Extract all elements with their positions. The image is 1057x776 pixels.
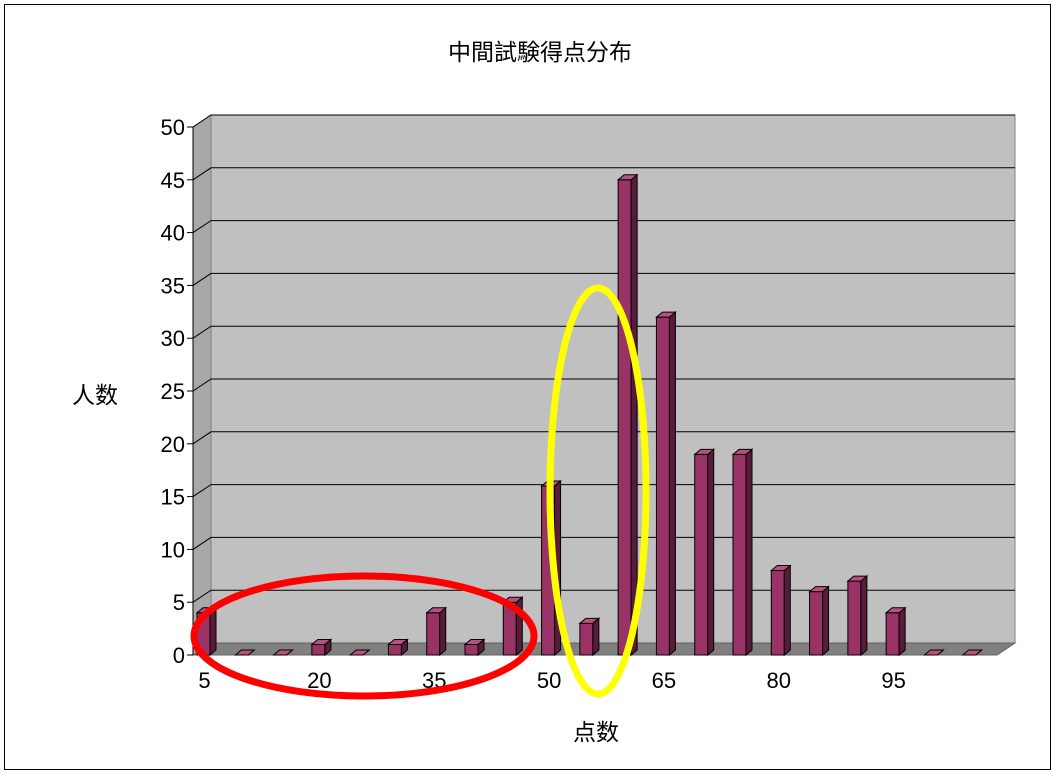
bar	[884, 606, 907, 657]
bar	[846, 575, 869, 657]
x-tick-label: 20	[307, 668, 331, 693]
bar	[310, 638, 333, 657]
gridline	[192, 167, 1015, 181]
bar-side	[707, 448, 715, 657]
bar-side	[439, 606, 447, 657]
bar-top	[578, 617, 601, 624]
bar-top	[348, 649, 371, 656]
y-tick-label: 10	[161, 537, 185, 562]
bar-top	[923, 649, 945, 656]
bar-side	[783, 564, 791, 657]
x-tick-label: 50	[537, 668, 561, 693]
x-tick-label: 95	[881, 668, 905, 693]
bar-front	[694, 453, 709, 656]
bar-front	[655, 316, 670, 656]
bar-top	[731, 448, 754, 455]
red-highlight-ellipse	[190, 572, 538, 700]
bar-side	[209, 606, 217, 657]
gridline	[192, 114, 1015, 128]
x-tick-label: 65	[652, 668, 676, 693]
y-axis-label: 人数	[72, 382, 118, 408]
y-tick-label: 50	[161, 115, 185, 140]
bar-front	[847, 580, 862, 656]
bar-side	[898, 606, 906, 657]
bar	[693, 448, 716, 657]
bar	[808, 585, 830, 657]
bar-top	[846, 575, 869, 582]
bar-top	[272, 649, 294, 656]
bar-top	[961, 649, 984, 656]
bar-side	[592, 617, 600, 657]
gridline	[192, 431, 1015, 445]
bar	[425, 606, 448, 657]
bar-top	[616, 174, 639, 181]
bar	[387, 638, 409, 657]
bar-front	[579, 622, 594, 656]
bar-side	[745, 448, 753, 657]
y-tick-label: 20	[161, 432, 185, 457]
x-tick-label: 5	[198, 668, 210, 693]
bar	[655, 311, 677, 657]
y-tick-label: 40	[161, 221, 185, 246]
bar-top	[693, 448, 716, 455]
gridlines	[192, 114, 1015, 603]
bar-side	[860, 575, 868, 657]
bar-top	[233, 649, 256, 656]
bar-front	[426, 612, 441, 656]
bar	[578, 617, 601, 657]
y-tick-label: 25	[161, 379, 185, 404]
annotations	[190, 284, 650, 700]
bar	[463, 638, 486, 657]
gridline	[192, 325, 1015, 339]
y-tick-labels: 0 5 10 15 20 25 30 35 40 45 50	[161, 115, 194, 668]
yellow-highlight-ellipse	[546, 284, 650, 698]
bar-top	[387, 638, 409, 645]
y-tick-label: 45	[161, 168, 185, 193]
bar-top	[310, 638, 333, 645]
gridline	[192, 272, 1015, 286]
bar-top	[769, 565, 792, 572]
y-tick-label: 35	[161, 273, 185, 298]
bar-side	[630, 173, 638, 657]
bar	[348, 649, 371, 656]
bar	[616, 173, 639, 657]
plot-walls	[191, 114, 1017, 656]
bar	[272, 649, 294, 656]
bar-front	[885, 612, 900, 656]
gridline	[192, 378, 1015, 392]
gridline	[192, 220, 1015, 234]
bar-front	[387, 643, 402, 656]
bar-side	[668, 311, 676, 657]
y-tick-label: 15	[161, 485, 185, 510]
bar-side	[822, 585, 830, 657]
bar-top	[808, 586, 830, 593]
bar-top	[463, 638, 486, 645]
bar-top	[425, 607, 448, 614]
x-axis-label: 点数	[573, 719, 619, 745]
y-tick-label: 0	[173, 643, 185, 668]
x-tick-label: 80	[767, 668, 791, 693]
bar	[961, 649, 984, 656]
bar-front	[770, 570, 785, 656]
y-tick-label: 30	[161, 326, 185, 351]
bar-front	[732, 453, 747, 656]
bar-front	[617, 179, 632, 656]
bar-front	[311, 643, 326, 656]
bar-front	[809, 591, 824, 656]
bar-front	[464, 643, 479, 656]
bar	[923, 649, 945, 656]
bar	[769, 564, 792, 657]
bar-top	[884, 607, 907, 614]
bar-top	[655, 311, 677, 318]
bar	[233, 649, 256, 656]
bar	[731, 448, 754, 657]
chart-title: 中間試験得点分布	[448, 39, 632, 65]
y-tick-label: 5	[173, 590, 185, 615]
